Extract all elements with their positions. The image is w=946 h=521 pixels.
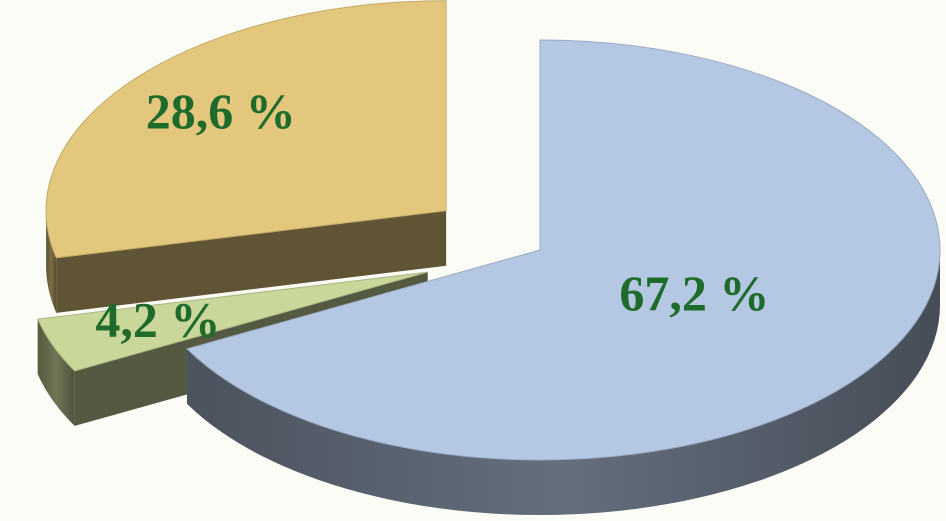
value-label: 67,2 % — [619, 265, 769, 321]
value-label: 4,2 % — [95, 292, 220, 348]
slice — [46, 1, 446, 313]
page: 67,2 %4,2 %28,6 % (() => { const data = … — [0, 0, 946, 521]
value-label: 28,6 % — [146, 83, 296, 139]
pie — [38, 1, 940, 515]
chart: 67,2 % 4,2 % 28,6 % — [0, 0, 946, 521]
